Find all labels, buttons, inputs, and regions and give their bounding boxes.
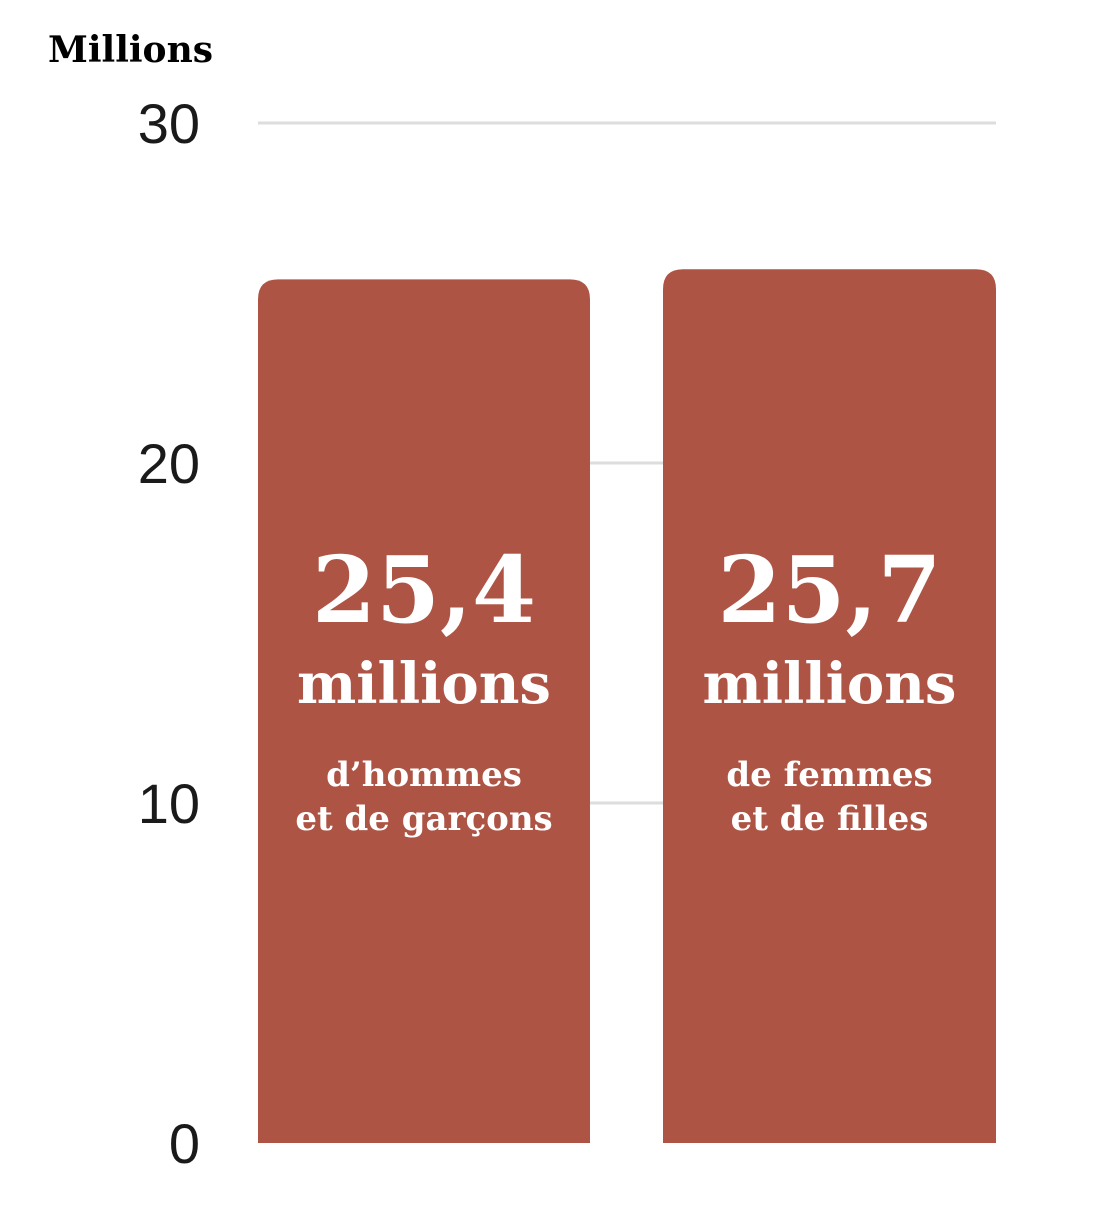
bar-2-unit-label: millions — [703, 651, 957, 717]
y-tick-label-20: 20 — [138, 432, 200, 495]
bar-2-desc-line1: de femmes — [726, 755, 932, 795]
y-tick-label-0: 0 — [169, 1112, 200, 1175]
y-tick-label-10: 10 — [138, 772, 200, 835]
bar-2 — [663, 269, 996, 1143]
bar-1 — [258, 279, 590, 1143]
bar-1-value-label: 25,4 — [312, 536, 536, 644]
y-tick-label-30: 30 — [138, 92, 200, 155]
bar-1-desc-line2: et de garçons — [295, 799, 552, 839]
bar-1-desc-line1: d’hommes — [326, 755, 522, 795]
bar-2-desc-line2: et de filles — [731, 799, 929, 839]
y-unit-label: Millions — [48, 29, 213, 71]
bar-2-value-label: 25,7 — [717, 536, 941, 644]
bar-1-unit-label: millions — [297, 651, 551, 717]
